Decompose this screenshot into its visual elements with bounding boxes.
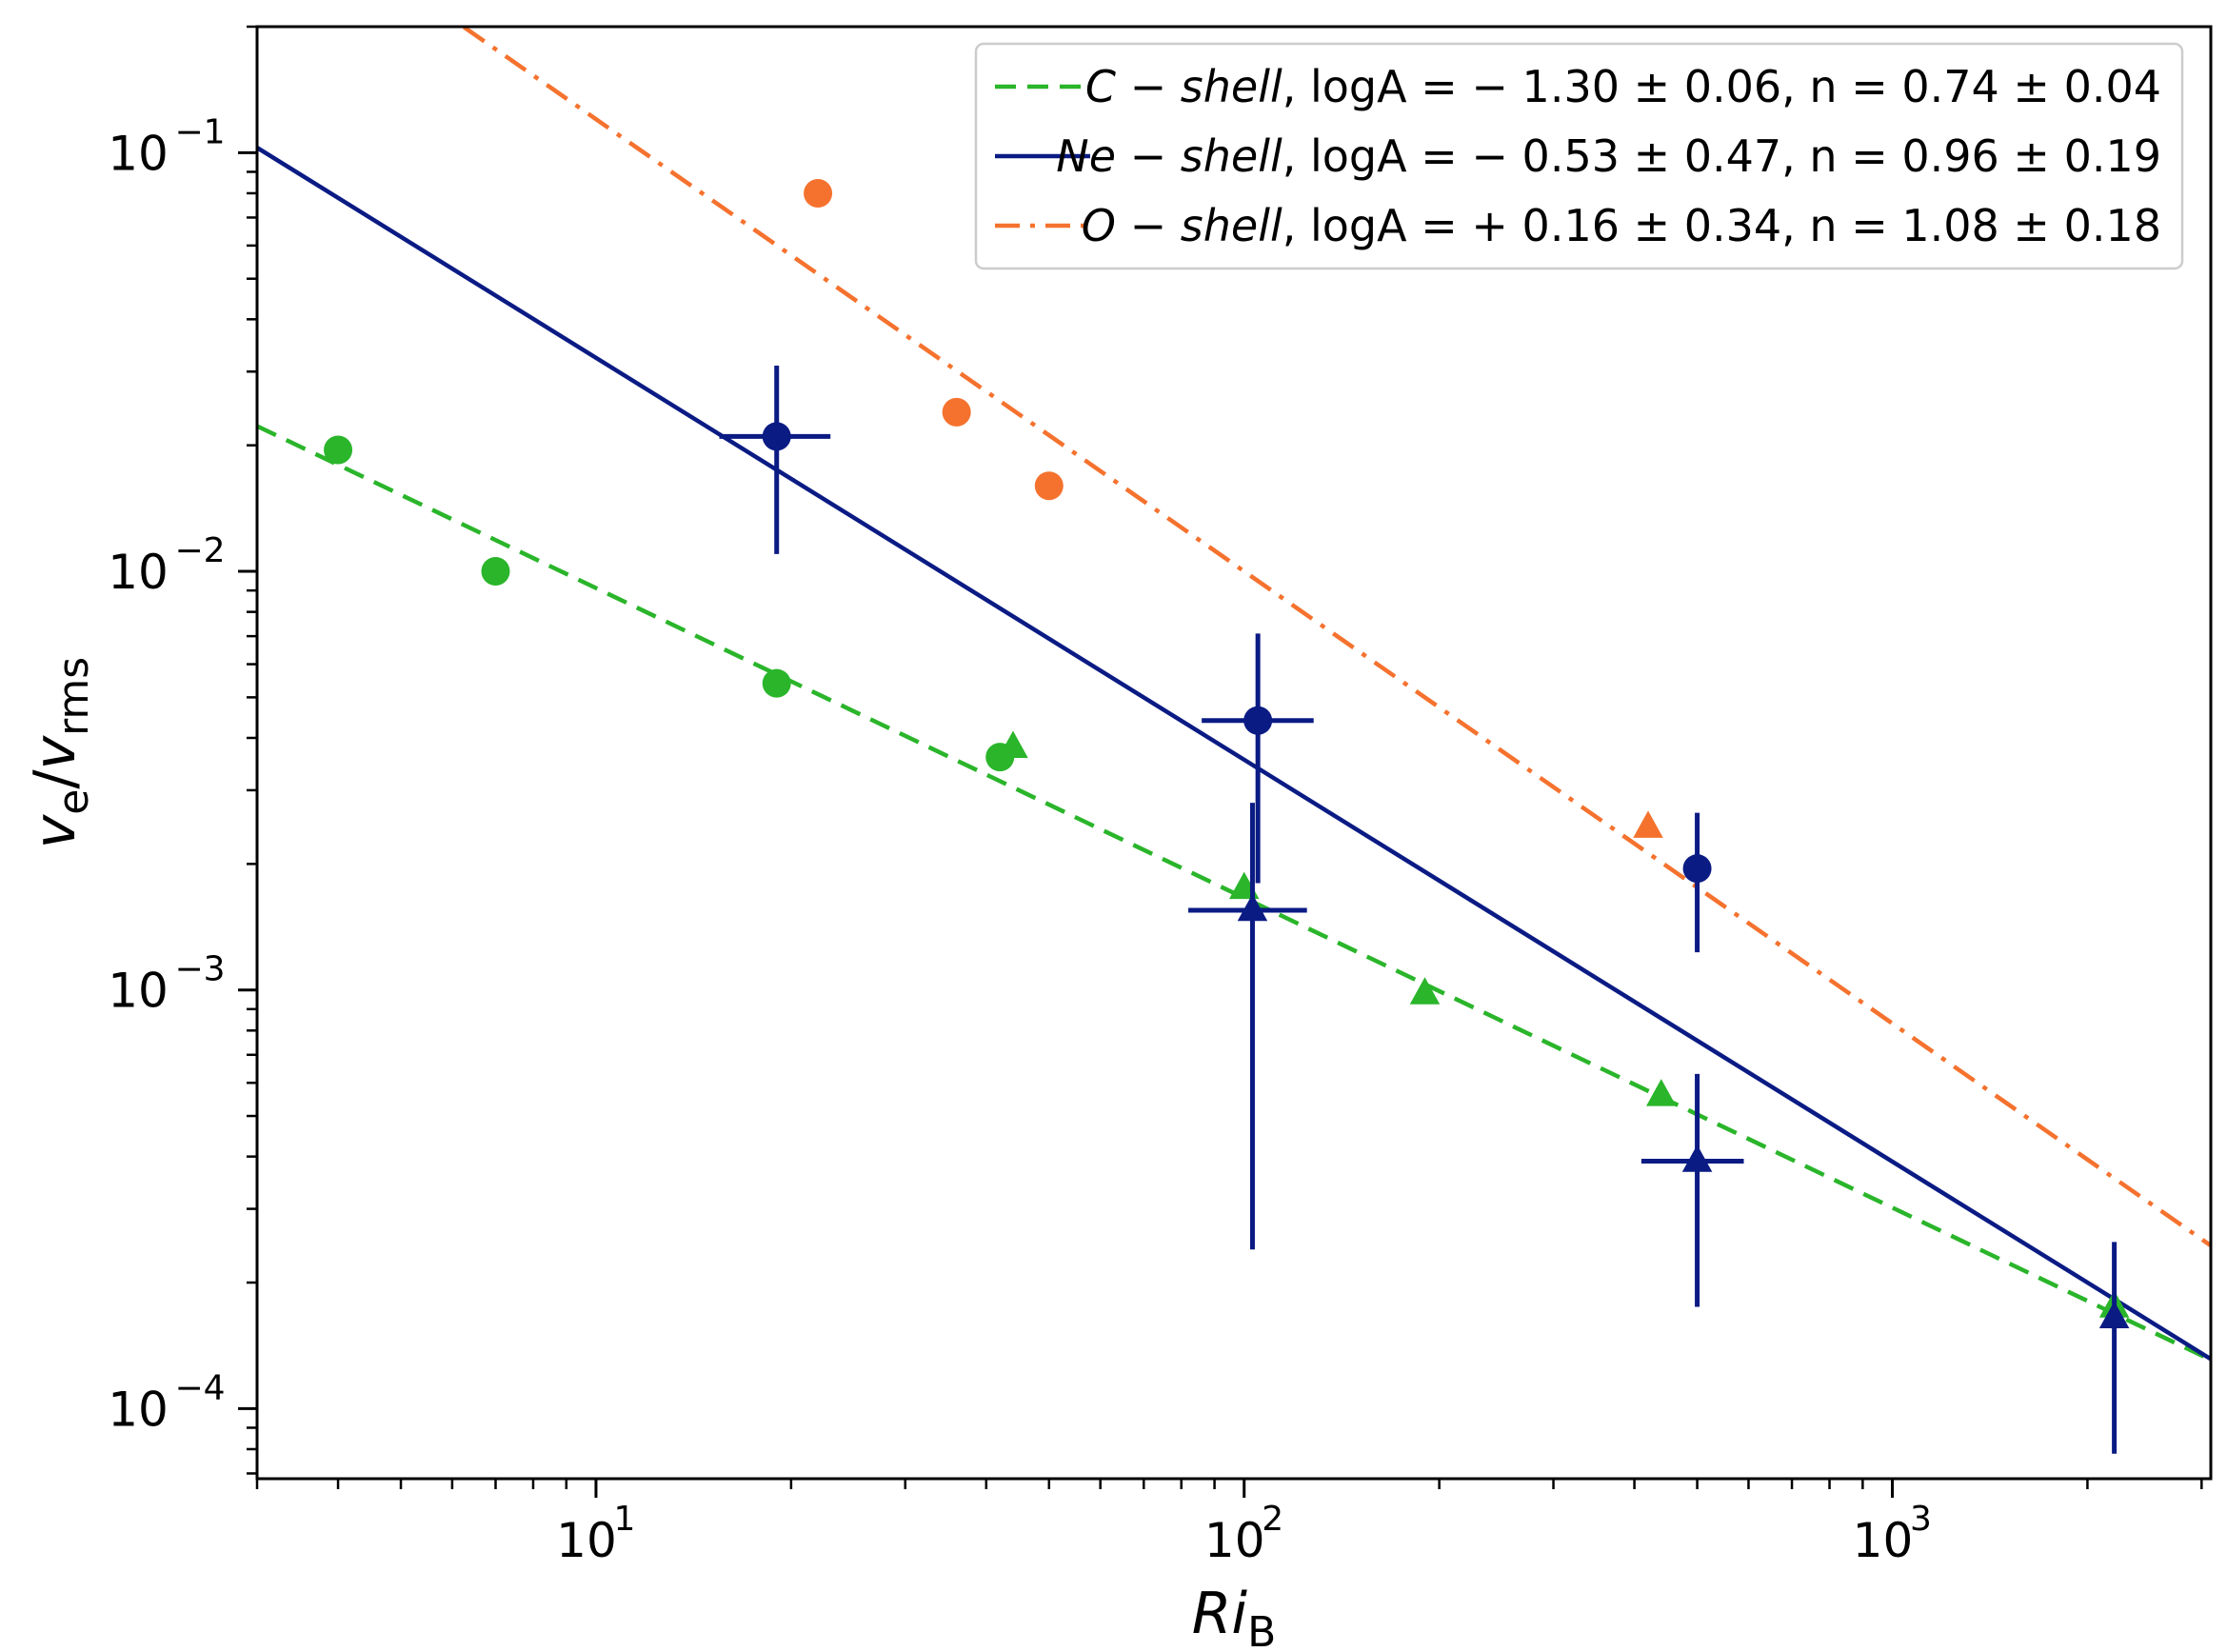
legend-label-fit: , logA = − 1.30 ± 0.06, n = 0.74 ± 0.04 [1283, 61, 2161, 112]
y-tick-exponent: −1 [174, 112, 225, 151]
y-axis-title-sub-e: e [50, 789, 98, 815]
x-tick-base: 10 [556, 1513, 617, 1568]
fit-line-ne-shell [257, 146, 2211, 1362]
x-tick-label: 103 [1853, 1500, 1932, 1568]
x-axis-title-main: Ri [1192, 1581, 1248, 1647]
data-point-triangle [998, 730, 1028, 759]
data-point-triangle [1409, 977, 1441, 1005]
y-tick-label: 10 −4 [108, 1368, 225, 1437]
y-tick-base: 10 [108, 545, 169, 600]
data-point-circle [481, 557, 510, 587]
x-tick-exponent: 1 [614, 1500, 636, 1539]
data-point-circle [1682, 854, 1712, 884]
data-point-circle [762, 668, 791, 698]
x-tick-base: 10 [1853, 1513, 1914, 1568]
x-axis-title-sub: B [1247, 1608, 1276, 1648]
data-point-triangle [1633, 810, 1663, 838]
data-point-circle [1243, 706, 1273, 735]
legend-label-fit: , logA = + 0.16 ± 0.34, n = 1.08 ± 0.18 [1283, 200, 2161, 251]
x-tick-label: 102 [1204, 1500, 1283, 1568]
data-point-triangle [1646, 1079, 1677, 1106]
legend-label-shell: O − shell [1082, 200, 1283, 251]
y-tick-label: 10 −1 [108, 112, 225, 181]
y-tick-exponent: −4 [174, 1368, 225, 1407]
data-point-circle [324, 435, 353, 465]
data-point-triangle [2098, 1301, 2130, 1328]
legend-label-shell: Ne − shell [1056, 130, 1283, 182]
data-point-circle [804, 178, 833, 208]
y-axis-title-v2: v [22, 734, 89, 769]
y-axis-title: ve/vrms [22, 657, 98, 848]
x-tick-exponent: 3 [1910, 1500, 1932, 1539]
legend-box [974, 42, 2184, 270]
y-tick-base: 10 [108, 1382, 169, 1437]
legend-label-o-shell: O − shell, logA = + 0.16 ± 0.34, n = 1.0… [1082, 200, 2161, 251]
legend-label-c-shell: C − shell, logA = − 1.30 ± 0.06, n = 0.7… [1085, 61, 2161, 112]
x-tick-base: 10 [1204, 1513, 1265, 1568]
fit-line-o-shell [459, 27, 2211, 1248]
y-axis-title-v1: v [22, 813, 89, 848]
x-axis-title: RiB [1192, 1581, 1277, 1648]
y-tick-label: 10 −3 [108, 950, 225, 1019]
y-tick-base: 10 [108, 964, 169, 1019]
y-axis-title-sub-rms: rms [50, 657, 98, 736]
legend-label-shell: C − shell [1085, 61, 1283, 112]
legend-label-ne-shell: Ne − shell, logA = − 0.53 ± 0.47, n = 0.… [1056, 130, 2161, 182]
y-tick-label: 10 −2 [108, 531, 225, 600]
plot-layer [257, 27, 2211, 1454]
data-point-circle [942, 397, 971, 427]
x-tick-label: 101 [556, 1500, 635, 1568]
legend-label-fit: , logA = − 0.53 ± 0.47, n = 0.96 ± 0.19 [1283, 130, 2161, 182]
y-tick-exponent: −3 [174, 950, 225, 989]
data-point-triangle [1681, 1144, 1713, 1172]
y-axis-title-sep: / [22, 769, 89, 789]
data-point-circle [762, 422, 791, 451]
x-tick-exponent: 2 [1262, 1500, 1283, 1539]
legend: C − shell, logA = − 1.30 ± 0.06, n = 0.7… [974, 42, 2184, 270]
data-point-triangle [1237, 893, 1268, 922]
axes-frame [255, 25, 2213, 1481]
data-point-circle [1034, 471, 1064, 501]
y-tick-exponent: −2 [174, 531, 225, 570]
y-tick-base: 10 [108, 126, 169, 181]
